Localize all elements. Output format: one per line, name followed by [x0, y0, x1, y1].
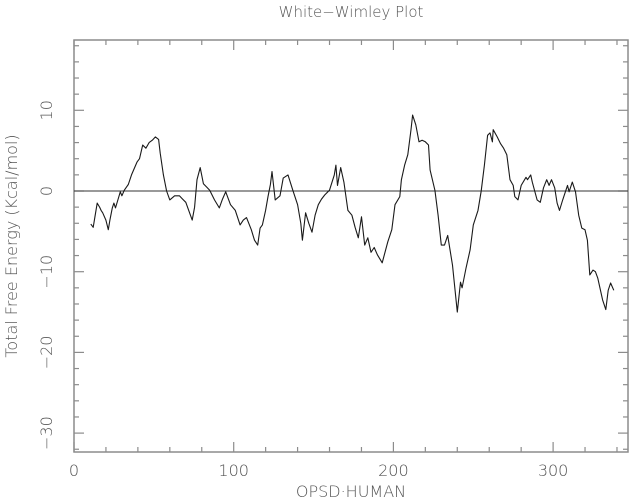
x-tick-label: 300 [538, 461, 569, 480]
plot-frame [73, 39, 629, 453]
y-tick-label: −10 [37, 255, 56, 289]
y-tick-label: 10 [37, 100, 56, 120]
free-energy-line [90, 114, 615, 313]
x-axis-label: OPSD·HUMAN [296, 482, 406, 500]
axis-ticks [73, 40, 628, 452]
x-tick-label: 0 [69, 461, 79, 480]
y-tick-label: 0 [37, 186, 56, 196]
y-tick-labels: 10 0 −10 −20 −30 [37, 100, 56, 450]
y-tick-label: −30 [37, 416, 56, 450]
x-tick-label: 200 [378, 461, 409, 480]
x-tick-label: 100 [218, 461, 249, 480]
y-tick-label: −20 [37, 336, 56, 370]
chart-title: White−Wimley Plot [279, 3, 424, 21]
y-axis-label: Total Free Energy (Kcal/mol) [2, 134, 21, 357]
x-tick-labels: 0 100 200 300 [69, 461, 568, 480]
